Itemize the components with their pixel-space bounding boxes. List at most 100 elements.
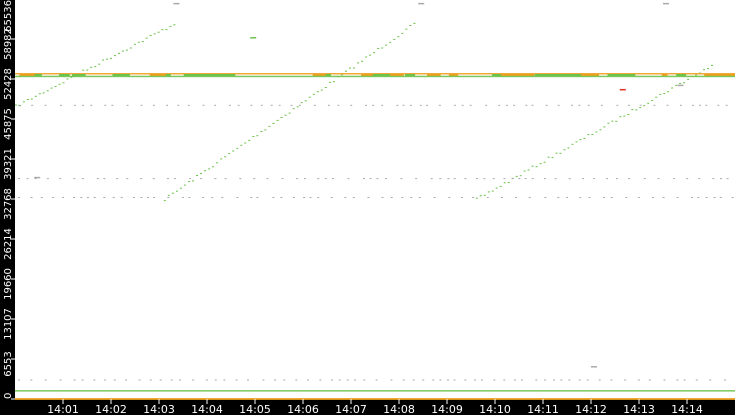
y-tick-label: 13107 bbox=[3, 308, 14, 340]
data-point bbox=[663, 2, 669, 5]
data-point bbox=[483, 194, 486, 196]
x-tick-label: 14:11 bbox=[527, 403, 559, 415]
data-point bbox=[152, 197, 155, 198]
data-point bbox=[619, 88, 626, 91]
data-point bbox=[86, 69, 89, 71]
data-point bbox=[38, 93, 41, 95]
data-point bbox=[397, 36, 400, 38]
data-point bbox=[711, 64, 713, 66]
data-point bbox=[369, 178, 372, 180]
data-point bbox=[624, 379, 627, 381]
data-point bbox=[167, 197, 170, 198]
data-point bbox=[320, 89, 323, 91]
data-point bbox=[266, 178, 269, 180]
data-point bbox=[695, 379, 698, 381]
data-point bbox=[675, 84, 678, 86]
data-point bbox=[317, 178, 320, 180]
data-point bbox=[447, 178, 450, 180]
y-tick-label: 0 bbox=[3, 393, 14, 399]
data-point bbox=[683, 82, 686, 84]
data-point bbox=[177, 104, 180, 106]
data-point bbox=[30, 197, 33, 198]
data-point bbox=[192, 180, 194, 182]
data-point bbox=[676, 379, 679, 381]
data-point bbox=[539, 163, 542, 165]
data-point bbox=[588, 197, 591, 198]
data-point bbox=[173, 178, 176, 180]
data-point bbox=[46, 178, 49, 180]
data-point bbox=[138, 379, 141, 381]
data-point bbox=[607, 74, 636, 76]
data-point bbox=[365, 104, 367, 106]
data-point bbox=[524, 178, 527, 180]
data-point bbox=[19, 74, 35, 76]
data-point bbox=[214, 178, 217, 180]
data-point bbox=[15, 104, 17, 106]
data-point bbox=[555, 152, 558, 154]
data-point bbox=[44, 379, 47, 381]
data-point bbox=[527, 169, 530, 171]
data-point bbox=[535, 379, 538, 381]
data-point bbox=[615, 120, 618, 122]
data-point bbox=[505, 104, 508, 106]
data-point bbox=[179, 187, 182, 189]
data-point bbox=[667, 91, 670, 93]
data-point bbox=[112, 197, 115, 198]
data-point bbox=[686, 178, 689, 180]
data-point bbox=[307, 379, 309, 381]
data-point bbox=[653, 104, 656, 106]
data-point bbox=[582, 178, 584, 180]
data-point bbox=[331, 379, 334, 381]
data-point bbox=[280, 197, 283, 198]
data-point bbox=[453, 379, 456, 381]
data-point bbox=[578, 379, 581, 381]
data-point bbox=[308, 96, 311, 98]
x-tick-label: 14:08 bbox=[383, 403, 415, 415]
data-point bbox=[270, 104, 273, 106]
data-point bbox=[189, 178, 192, 180]
data-point bbox=[447, 379, 449, 381]
data-point bbox=[719, 197, 722, 198]
data-point bbox=[235, 379, 238, 381]
data-point bbox=[93, 379, 96, 381]
data-point bbox=[272, 197, 275, 198]
data-point bbox=[543, 161, 546, 163]
data-point bbox=[579, 197, 582, 198]
data-point bbox=[137, 41, 140, 43]
data-point bbox=[214, 379, 217, 381]
data-point bbox=[637, 197, 640, 198]
data-point bbox=[214, 104, 217, 106]
data-point bbox=[173, 2, 180, 5]
data-point bbox=[319, 379, 322, 381]
data-point bbox=[247, 379, 249, 381]
data-point bbox=[575, 141, 578, 143]
data-band bbox=[15, 398, 735, 400]
data-point bbox=[216, 162, 219, 164]
data-point bbox=[365, 56, 368, 58]
data-point bbox=[80, 197, 83, 198]
data-point bbox=[400, 178, 403, 180]
data-band bbox=[15, 390, 735, 392]
data-point bbox=[223, 379, 226, 381]
data-point bbox=[276, 119, 279, 121]
data-point bbox=[133, 197, 136, 198]
data-point bbox=[432, 379, 435, 381]
data-point bbox=[593, 178, 596, 180]
data-point bbox=[545, 104, 548, 106]
data-band bbox=[15, 75, 735, 78]
data-point bbox=[410, 197, 413, 198]
data-point bbox=[709, 379, 712, 381]
data-point bbox=[712, 178, 715, 180]
data-point bbox=[221, 197, 224, 198]
data-point bbox=[379, 74, 404, 76]
data-point bbox=[726, 178, 729, 180]
data-point bbox=[59, 178, 62, 180]
data-point bbox=[439, 379, 442, 381]
data-point bbox=[418, 197, 421, 198]
data-point bbox=[515, 175, 518, 177]
data-point bbox=[264, 129, 267, 131]
data-point bbox=[187, 104, 190, 106]
data-point bbox=[204, 170, 207, 172]
data-point bbox=[330, 197, 333, 198]
